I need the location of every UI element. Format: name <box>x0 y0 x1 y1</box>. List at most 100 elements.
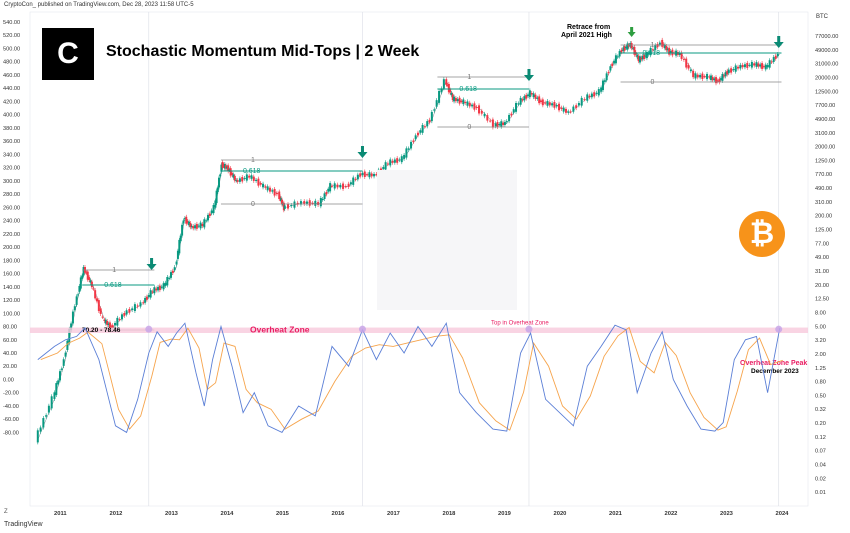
right-axis-tick-label: 49.00 <box>815 255 829 261</box>
candle-body <box>339 184 342 188</box>
x-axis-tick-label: 2022 <box>665 511 678 517</box>
candle-body <box>538 96 541 104</box>
candle-body <box>761 63 764 69</box>
down-arrow-icon <box>773 36 784 48</box>
x-axis-tick-label: 2024 <box>776 511 790 517</box>
zone-touch-marker <box>525 325 533 333</box>
right-axis-tick-label: 0.01 <box>815 490 826 496</box>
candle-body <box>327 188 330 192</box>
candle-body <box>149 290 152 298</box>
candle-body <box>678 52 681 55</box>
candle-body <box>361 172 364 176</box>
candle-body <box>236 180 239 182</box>
candle-body <box>373 173 376 177</box>
candle-body <box>503 122 506 125</box>
candle-body <box>486 115 489 121</box>
x-axis-tick-label: 2018 <box>443 511 457 517</box>
left-axis-tick-label: 200.00 <box>3 245 20 251</box>
candle-body <box>305 201 308 204</box>
retrace-arrow-icon <box>627 27 636 37</box>
candle-body <box>386 163 389 165</box>
candle-body <box>689 69 692 72</box>
candle-body <box>666 49 669 51</box>
left-axis-tick-label: 360.00 <box>3 139 20 145</box>
candle-body <box>523 96 526 101</box>
candle-body <box>128 308 131 313</box>
candle-body <box>101 316 104 318</box>
candle-body <box>433 109 436 111</box>
left-axis-tick-label: 80.00 <box>3 325 17 331</box>
candle-body <box>534 94 537 99</box>
candle-body <box>593 92 596 97</box>
candle-body <box>389 159 392 166</box>
candle-body <box>287 204 290 209</box>
candle-body <box>75 296 78 305</box>
candle-body <box>471 104 474 107</box>
candle-body <box>407 148 410 150</box>
candle-body <box>333 183 336 189</box>
candle-body <box>396 158 399 163</box>
left-axis-tick-label: 20.00 <box>3 364 17 370</box>
candle-body <box>473 103 476 110</box>
candle-body <box>726 70 729 75</box>
candle-body <box>713 78 716 81</box>
candle-body <box>748 64 751 66</box>
fib-label-0618: 0.618 <box>459 86 477 93</box>
candle-body <box>218 177 221 188</box>
candle-body <box>676 51 679 55</box>
candle-body <box>336 184 339 188</box>
candle-body <box>118 319 121 321</box>
candle-body <box>774 55 777 59</box>
candle-body <box>622 47 625 51</box>
candle-body <box>508 114 511 122</box>
x-axis-tick-label: 2021 <box>609 511 623 517</box>
right-axis-tick-label: 0.20 <box>815 421 826 427</box>
candle-body <box>663 44 666 49</box>
candle-body <box>221 161 224 168</box>
candle-body <box>649 47 652 56</box>
candle-body <box>630 43 633 49</box>
left-axis-tick-label: -80.00 <box>3 430 19 436</box>
candle-body <box>483 113 486 117</box>
candle-body <box>682 58 685 60</box>
candle-body <box>572 106 575 112</box>
candle-body <box>668 47 671 55</box>
right-axis-tick-label: 31.00 <box>815 269 829 275</box>
candle-body <box>151 291 154 293</box>
watermark-box <box>377 170 517 310</box>
candle-body <box>590 93 593 98</box>
candle-body <box>475 107 478 109</box>
candle-body <box>575 105 578 109</box>
candle-body <box>342 183 345 189</box>
candle-body <box>426 121 429 127</box>
candle-body <box>268 187 271 192</box>
candle-body <box>435 100 438 107</box>
left-axis-tick-label: 500.00 <box>3 46 20 52</box>
candle-body <box>764 64 767 70</box>
left-axis-tick-label: 240.00 <box>3 219 20 225</box>
stoch-k-line <box>37 321 781 434</box>
candle-body <box>179 235 182 242</box>
candle-body <box>555 105 558 107</box>
candle-body <box>658 42 661 45</box>
candle-body <box>496 122 499 128</box>
candle-body <box>464 102 467 104</box>
candle-body <box>201 223 204 227</box>
candle-body <box>47 405 50 413</box>
candle-body <box>347 183 350 187</box>
candle-body <box>290 205 293 207</box>
candle-body <box>600 87 603 92</box>
candle-body <box>189 222 192 228</box>
candle-body <box>68 328 71 344</box>
candle-body <box>560 107 563 109</box>
candle-body <box>224 165 227 169</box>
candle-body <box>142 302 145 304</box>
x-axis-tick-label: 2017 <box>387 511 400 517</box>
left-axis-tick-label: 280.00 <box>3 192 20 198</box>
candle-body <box>546 100 549 106</box>
candle-body <box>641 55 644 60</box>
candle-body <box>243 177 246 179</box>
candle-body <box>580 97 583 106</box>
candle-body <box>739 64 742 69</box>
candle-body <box>706 73 709 80</box>
